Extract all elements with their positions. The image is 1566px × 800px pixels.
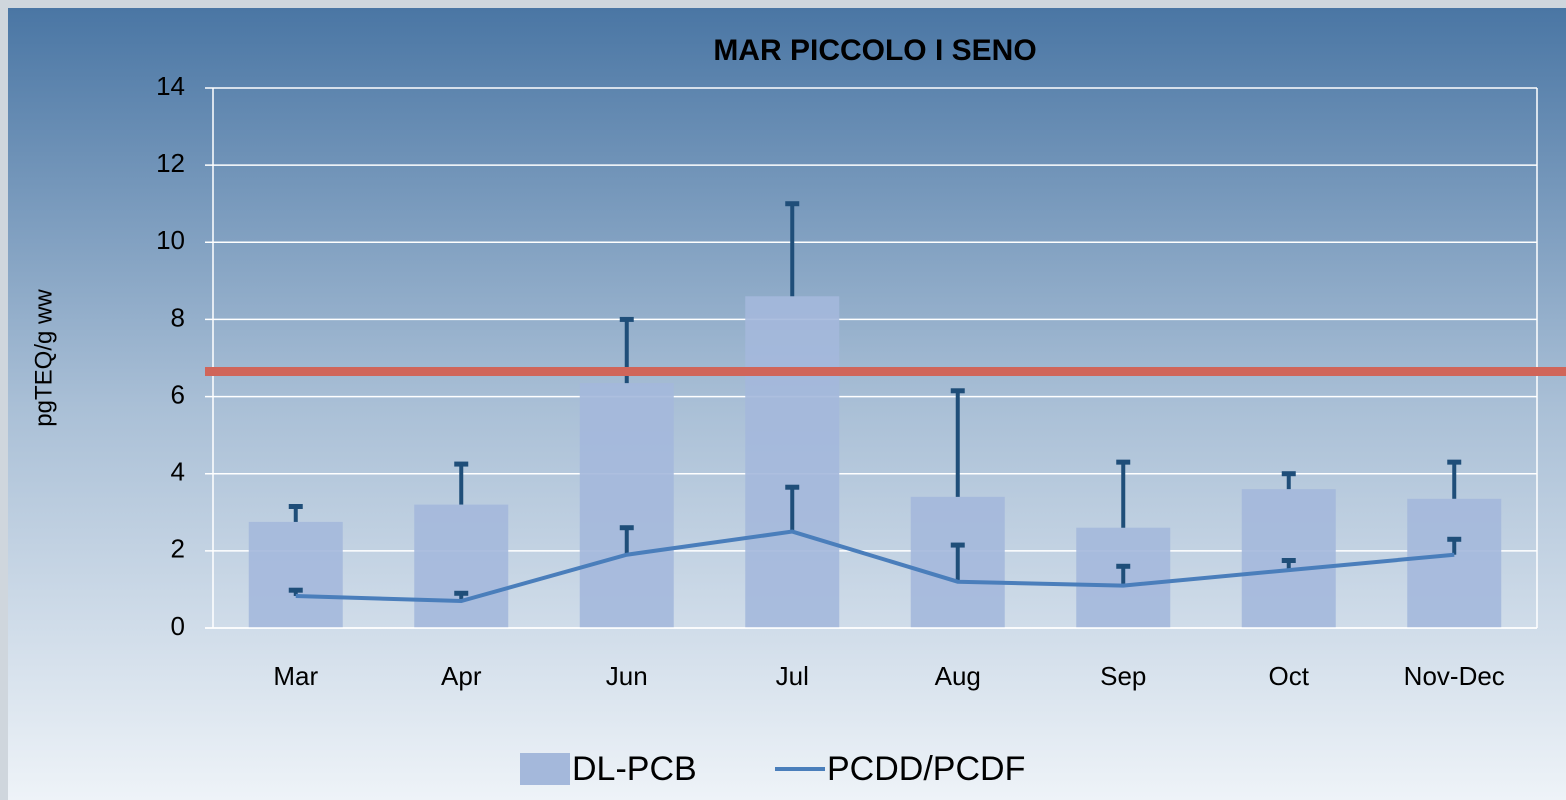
bar xyxy=(745,296,839,628)
y-tick-label: 4 xyxy=(171,457,185,487)
bar xyxy=(580,383,674,628)
y-tick-label: 8 xyxy=(171,302,185,332)
x-tick-label: Mar xyxy=(273,661,318,691)
y-tick-label: 14 xyxy=(156,71,185,101)
legend-label: DL-PCB xyxy=(572,750,697,788)
chart-title: MAR PICCOLO I SENO xyxy=(713,34,1036,67)
x-tick-label: Apr xyxy=(441,661,482,691)
x-tick-label: Aug xyxy=(935,661,981,691)
bar xyxy=(249,522,343,628)
x-tick-label: Jun xyxy=(606,661,648,691)
chart: MAR PICCOLO I SENO pgTEQ/g ww 0 2 4 6 8 10 12 1… xyxy=(0,0,1566,800)
y-tick-label: 0 xyxy=(171,611,185,641)
legend-swatch xyxy=(520,753,570,785)
x-tick-label: Jul xyxy=(776,661,809,691)
x-tick-label: Oct xyxy=(1269,661,1310,691)
y-tick-label: 2 xyxy=(171,534,185,564)
y-axis-label: pgTEQ/g ww xyxy=(30,289,57,427)
y-tick-label: 12 xyxy=(156,148,185,178)
bar xyxy=(1407,499,1501,628)
y-tick-label: 10 xyxy=(156,225,185,255)
legend-label: PCDD/PCDF xyxy=(827,750,1025,788)
x-tick-label: Nov-Dec xyxy=(1404,661,1505,691)
y-tick-label: 6 xyxy=(171,379,185,409)
x-tick-label: Sep xyxy=(1100,661,1146,691)
bar xyxy=(414,505,508,628)
